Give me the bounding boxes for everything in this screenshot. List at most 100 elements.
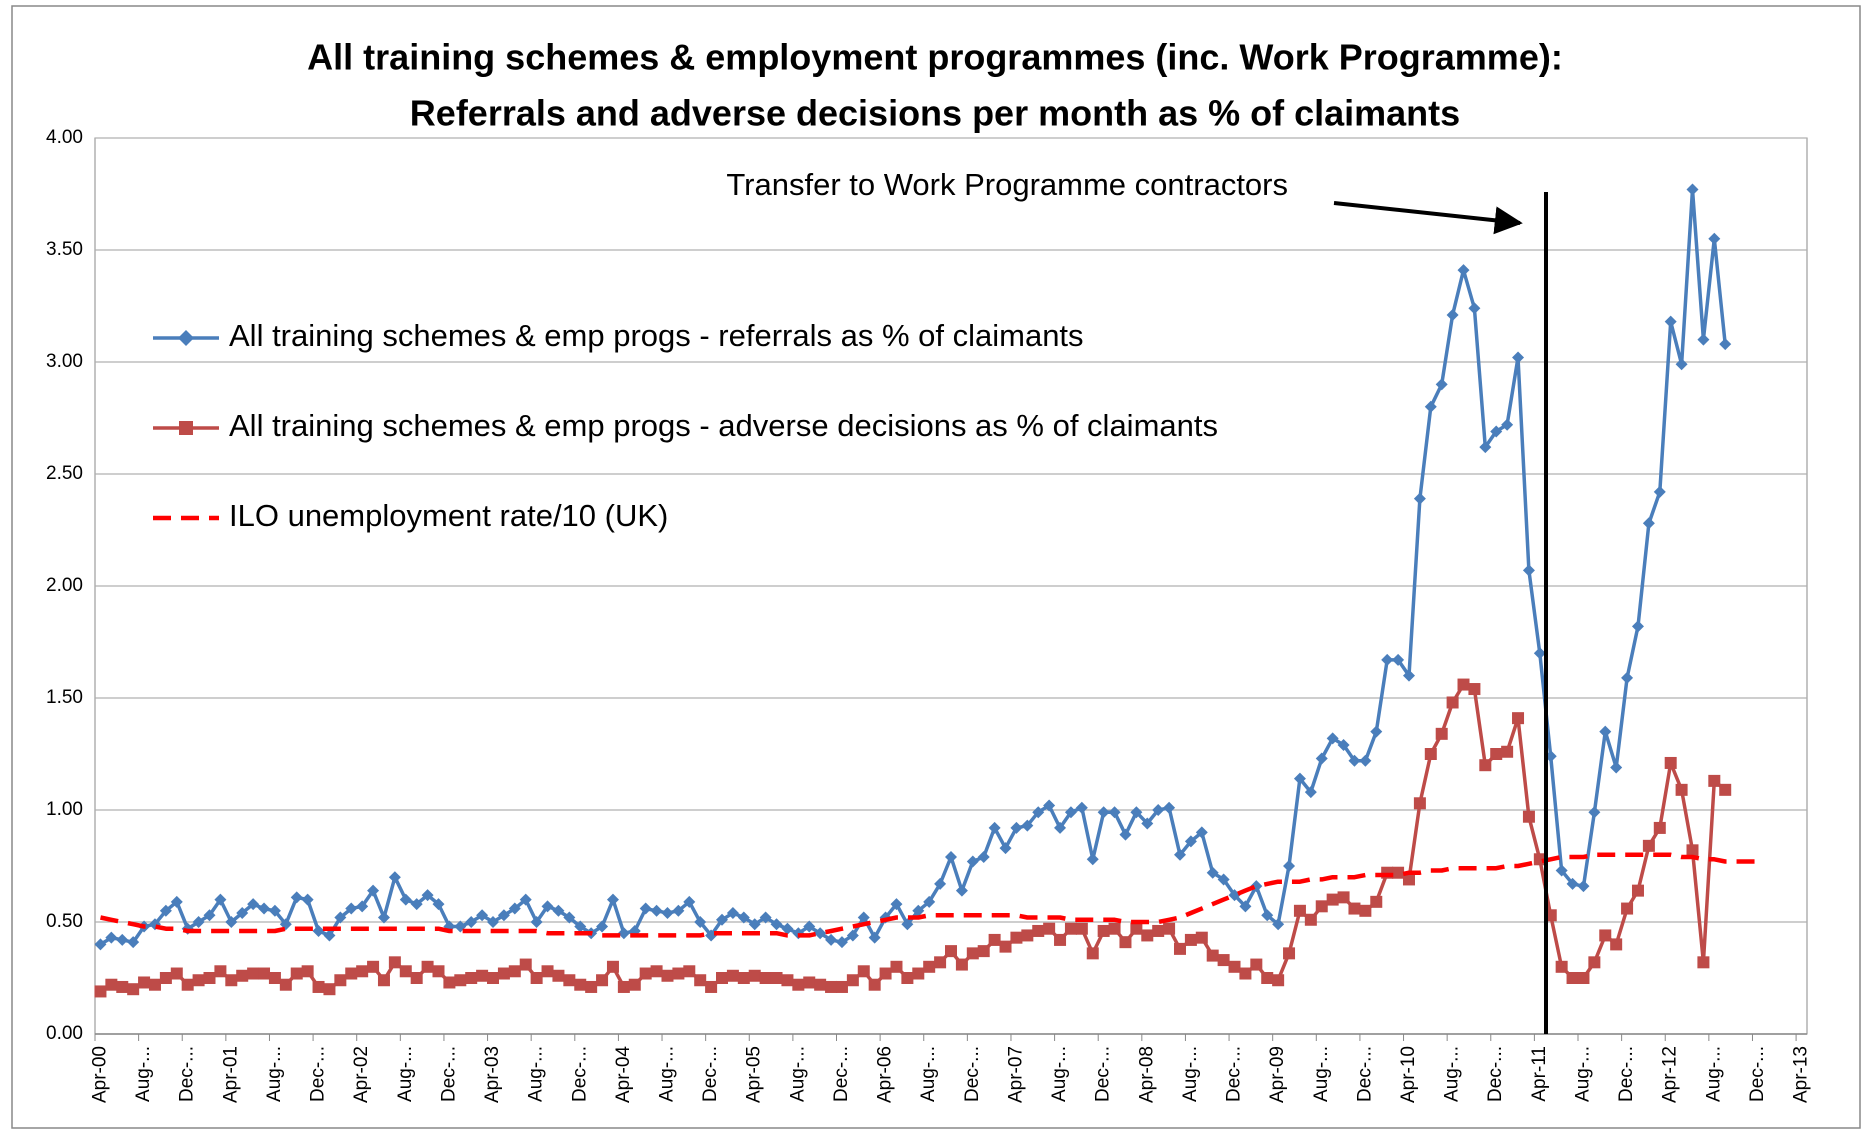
point-marker	[955, 958, 968, 971]
point-marker	[988, 821, 1001, 834]
point-marker	[639, 967, 652, 980]
point-marker	[988, 933, 1001, 946]
point-marker	[1610, 938, 1623, 951]
point-marker	[236, 969, 249, 982]
point-marker	[748, 969, 761, 982]
point-marker	[606, 893, 619, 906]
point-marker	[1621, 671, 1634, 684]
point-marker	[1653, 485, 1666, 498]
point-marker	[694, 974, 707, 987]
x-tick-label: Aug-...	[918, 1046, 939, 1102]
y-tick-label: 0.00	[46, 1023, 83, 1044]
point-marker	[192, 916, 205, 928]
point-marker	[1304, 913, 1317, 926]
point-marker	[1621, 902, 1634, 915]
point-marker	[716, 972, 729, 984]
point-marker	[661, 969, 674, 982]
x-tick-label: Apr-13	[1791, 1046, 1812, 1103]
point-marker	[443, 976, 456, 989]
point-marker	[541, 965, 554, 978]
point-marker	[803, 976, 816, 989]
x-tick-label: Dec-...	[1224, 1046, 1245, 1102]
point-marker	[1642, 839, 1655, 852]
x-tick-label: Dec-...	[177, 1046, 198, 1102]
point-marker	[1435, 727, 1448, 740]
point-marker	[737, 972, 750, 984]
point-marker	[508, 965, 521, 978]
x-tick-label: Dec-...	[569, 1046, 590, 1102]
point-marker	[672, 967, 685, 980]
x-tick-label: Dec-...	[962, 1046, 983, 1102]
point-marker	[650, 904, 663, 917]
point-marker	[1217, 873, 1230, 886]
point-marker	[258, 967, 271, 980]
y-tick-label: 2.50	[46, 463, 83, 484]
point-marker	[1206, 866, 1219, 879]
point-marker	[781, 974, 794, 987]
point-marker	[650, 965, 663, 978]
point-marker	[846, 974, 859, 987]
chart-title: All training schemes & employment progra…	[307, 37, 1563, 78]
x-tick-label: Aug-...	[264, 1046, 285, 1102]
point-marker	[814, 978, 827, 991]
point-marker	[1097, 806, 1110, 819]
x-tick-label: Dec-...	[700, 1046, 721, 1102]
point-marker	[94, 985, 107, 998]
point-marker	[1370, 895, 1383, 908]
x-tick-label: Aug-...	[526, 1046, 547, 1102]
point-marker	[923, 895, 936, 908]
point-marker	[279, 978, 292, 991]
point-marker	[999, 842, 1012, 855]
point-marker	[487, 916, 500, 928]
point-marker	[639, 902, 652, 915]
point-marker	[1413, 492, 1426, 505]
point-marker	[1152, 924, 1165, 937]
x-tick-label: Aug-...	[1180, 1046, 1201, 1102]
point-marker	[1043, 799, 1056, 812]
point-marker	[770, 918, 783, 931]
point-marker	[1086, 853, 1099, 866]
point-marker	[1010, 931, 1023, 944]
plot-area: 0.00 0.50 1.00 1.50 2.00 2.50 3.00 3.50 4.00 Apr-…	[46, 127, 1812, 1103]
point-marker	[1261, 972, 1274, 984]
x-tick-label: Apr-07	[1005, 1046, 1026, 1103]
point-marker	[345, 902, 358, 915]
point-marker	[901, 918, 914, 931]
point-marker	[803, 920, 816, 933]
point-marker	[1337, 891, 1350, 904]
point-marker	[377, 911, 390, 924]
point-marker	[367, 884, 380, 897]
point-marker	[945, 945, 957, 958]
point-marker	[781, 922, 794, 935]
x-tick-label: Aug-...	[395, 1046, 416, 1102]
x-tick-label: Dec-...	[831, 1046, 852, 1102]
point-marker	[1326, 732, 1339, 745]
legend-label: ILO unemployment rate/10 (UK)	[229, 498, 668, 533]
x-tick-label: Aug-...	[787, 1046, 808, 1102]
point-marker	[312, 924, 325, 937]
point-marker	[1064, 806, 1077, 819]
point-marker	[1697, 333, 1710, 346]
x-tick-label: Aug-...	[1049, 1046, 1070, 1102]
point-marker	[857, 965, 870, 978]
point-marker	[1141, 817, 1154, 830]
point-marker	[1424, 400, 1437, 413]
point-marker	[1392, 866, 1405, 879]
point-marker	[247, 967, 260, 980]
point-marker	[716, 913, 729, 926]
point-marker	[1348, 754, 1361, 767]
point-marker	[388, 871, 401, 884]
point-marker	[563, 974, 576, 987]
y-tick-label: 3.00	[46, 351, 83, 372]
point-marker	[1250, 958, 1263, 971]
point-marker	[138, 976, 151, 989]
point-marker	[1512, 351, 1525, 364]
point-marker	[835, 980, 848, 993]
x-tick-label: Aug-...	[1442, 1046, 1463, 1102]
x-tick-label: Apr-06	[875, 1046, 896, 1103]
point-marker	[1610, 761, 1623, 774]
point-marker	[1479, 441, 1492, 454]
point-marker	[1370, 725, 1383, 738]
point-marker	[1588, 956, 1601, 969]
